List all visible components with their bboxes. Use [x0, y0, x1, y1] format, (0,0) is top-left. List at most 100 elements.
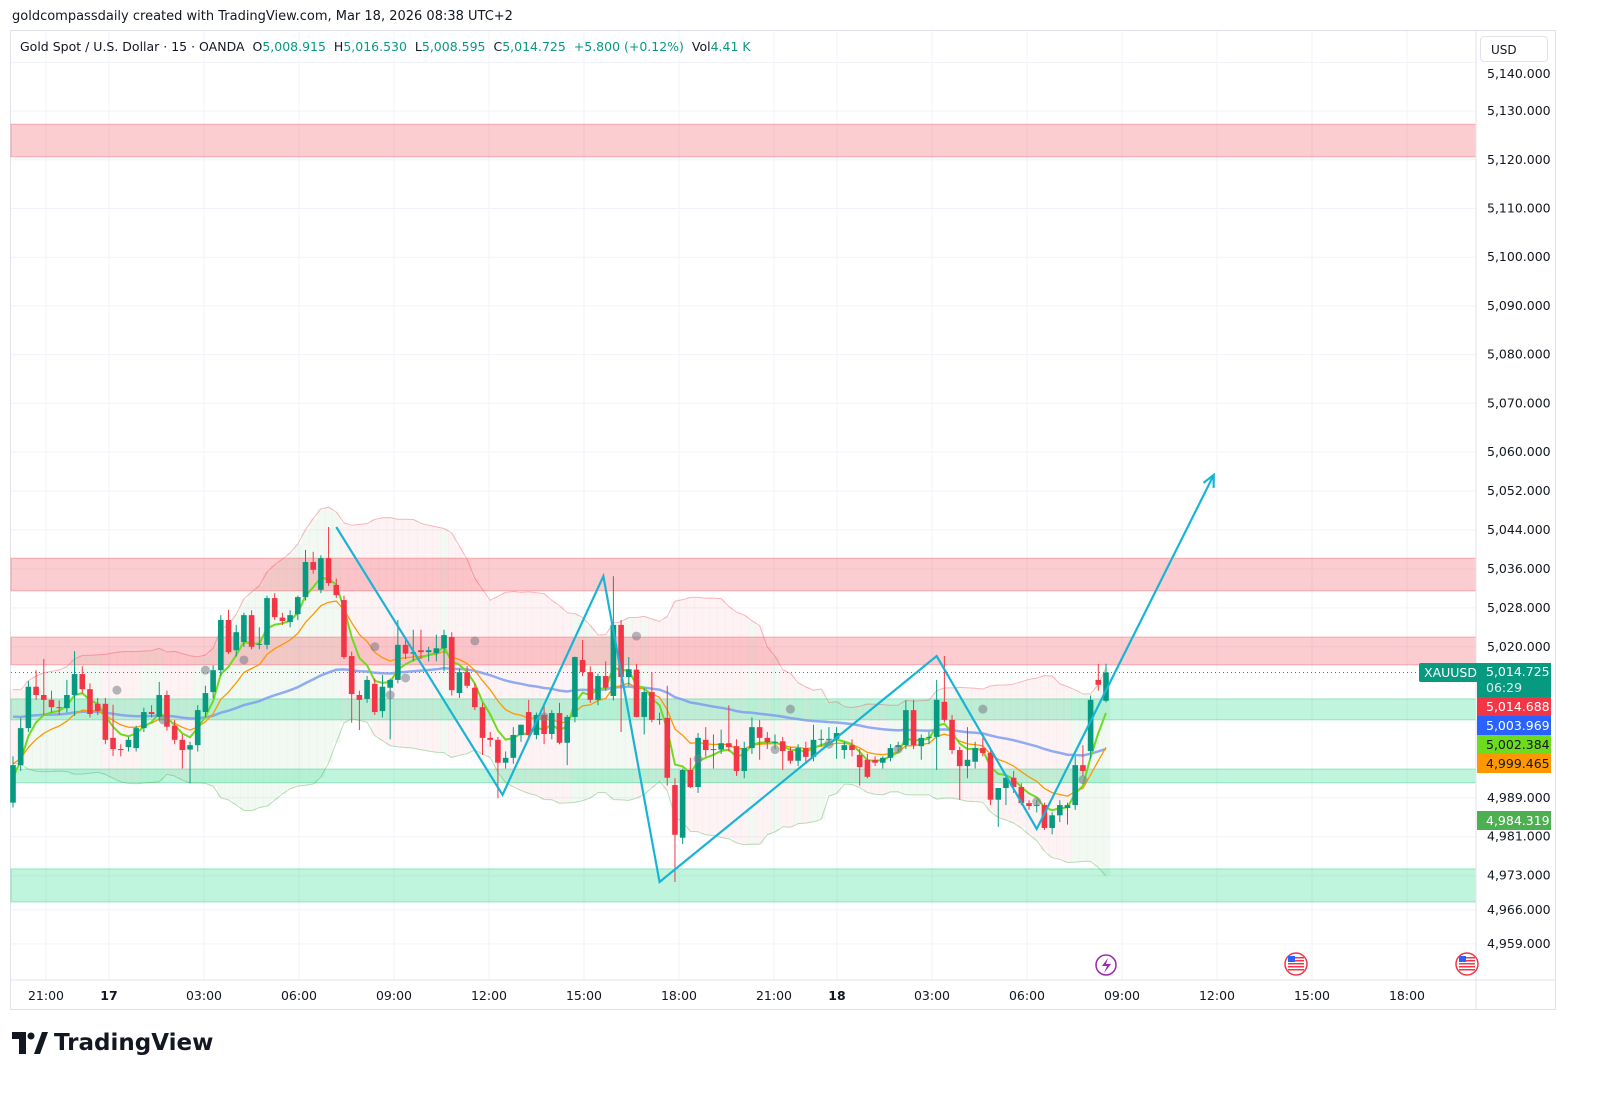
candle-body [702, 739, 709, 751]
candle-body [1072, 765, 1079, 806]
candle-body [579, 659, 586, 673]
flag-stripe [1459, 957, 1475, 959]
bollinger-fill-segment [701, 598, 711, 835]
candle-body [71, 674, 78, 696]
signal-dot [1032, 797, 1042, 807]
bollinger-fill-segment [655, 621, 664, 782]
bb-lower-tag: 4,984.319 [1477, 811, 1551, 830]
candle [179, 734, 186, 769]
time-tick-label: 21:00 [756, 988, 792, 1003]
candle [241, 612, 247, 647]
candle [110, 704, 116, 756]
low-label: L [414, 39, 422, 54]
bollinger-fill-segment [324, 507, 333, 763]
candle [117, 744, 124, 757]
candle [849, 739, 855, 757]
supply-zone [10, 636, 1477, 666]
price-tick-label: 5,036.000 [1487, 561, 1551, 576]
candle-body [510, 734, 517, 758]
candle [949, 714, 955, 754]
candle-body [148, 712, 155, 715]
flag-stripe [1288, 969, 1304, 971]
bollinger-fill-segment [293, 544, 303, 787]
candle [1087, 695, 1094, 759]
bollinger-fill-segment [278, 559, 287, 794]
bollinger-fill-segment [332, 512, 341, 743]
candle-body [595, 676, 601, 700]
tradingview-logo[interactable]: TradingView [12, 1030, 213, 1056]
candle [194, 705, 201, 752]
candle-body [402, 644, 409, 654]
candle-body [25, 686, 32, 729]
candle [972, 741, 978, 769]
us-flag-event-icon[interactable] [1284, 952, 1308, 976]
lightning-event-icon[interactable] [1095, 954, 1117, 976]
candle [710, 734, 717, 769]
bollinger-fill-segment [863, 703, 872, 793]
candle [364, 676, 370, 703]
candle-body [779, 741, 786, 752]
candle-body [110, 737, 116, 750]
candle [633, 663, 640, 718]
candle-body [256, 643, 263, 645]
symbol-title: Gold Spot / U.S. Dollar · 15 · OANDA [20, 39, 245, 54]
candle-body [933, 699, 940, 737]
candle-body [1041, 805, 1048, 828]
open-value: 5,008.915 [262, 39, 326, 54]
candle [25, 680, 32, 733]
candle-body [356, 695, 363, 700]
time-tick-label: 09:00 [376, 988, 412, 1003]
candle-body [572, 657, 578, 717]
us-flag-event-icon[interactable] [1455, 952, 1479, 976]
demand-zone [10, 868, 1477, 903]
flag-canton [1459, 956, 1466, 962]
bollinger-fill-segment [871, 704, 880, 795]
bollinger-fill-segment [309, 518, 318, 785]
bollinger-fill-segment [678, 599, 688, 822]
bb-upper-tag: 5,014.688 [1477, 697, 1551, 716]
time-tick-label: 15:00 [1294, 988, 1330, 1003]
candle-body [64, 695, 70, 709]
bollinger-fill-segment [378, 517, 387, 741]
signal-dot [385, 690, 395, 700]
candle-body [910, 710, 917, 746]
price-axis: 5,140.000 5,130.000 5,120.000 5,110.000 5,10… [1475, 31, 1551, 1010]
bollinger-fill-segment [401, 519, 410, 748]
candle [964, 727, 971, 779]
signal-dot [370, 642, 380, 652]
bollinger-fill-segment [1025, 679, 1034, 835]
bollinger-fill-segment [532, 592, 541, 796]
candle [141, 707, 147, 733]
candle-body [325, 558, 332, 584]
candle [903, 700, 909, 750]
candle-body [803, 748, 809, 757]
bollinger-fill-segment [524, 591, 534, 794]
high-label: H [333, 39, 344, 54]
bollinger-fill-segment [63, 666, 72, 772]
candle-body [348, 656, 355, 695]
candle [941, 656, 948, 723]
candle-body [956, 750, 963, 767]
candle [864, 753, 871, 779]
candle [587, 666, 594, 703]
currency-button[interactable]: USD [1480, 36, 1548, 62]
candle [579, 639, 586, 677]
bollinger-fill-segment [601, 634, 611, 793]
candle-body [1018, 787, 1025, 804]
candle-body [364, 679, 370, 699]
candle [133, 725, 139, 752]
bollinger-fill-segment [1017, 681, 1026, 828]
bollinger-fill-segment [317, 508, 326, 777]
candle-body [294, 597, 301, 615]
candle-body [1049, 815, 1055, 828]
chart-frame [10, 30, 1556, 1010]
candle [33, 670, 39, 700]
candle [872, 756, 878, 767]
bollinger-fill-segment [9, 689, 18, 764]
candle-body [718, 743, 724, 750]
markers [112, 631, 1088, 807]
candle-body [17, 728, 24, 766]
candle [595, 673, 601, 706]
candle [749, 717, 755, 754]
